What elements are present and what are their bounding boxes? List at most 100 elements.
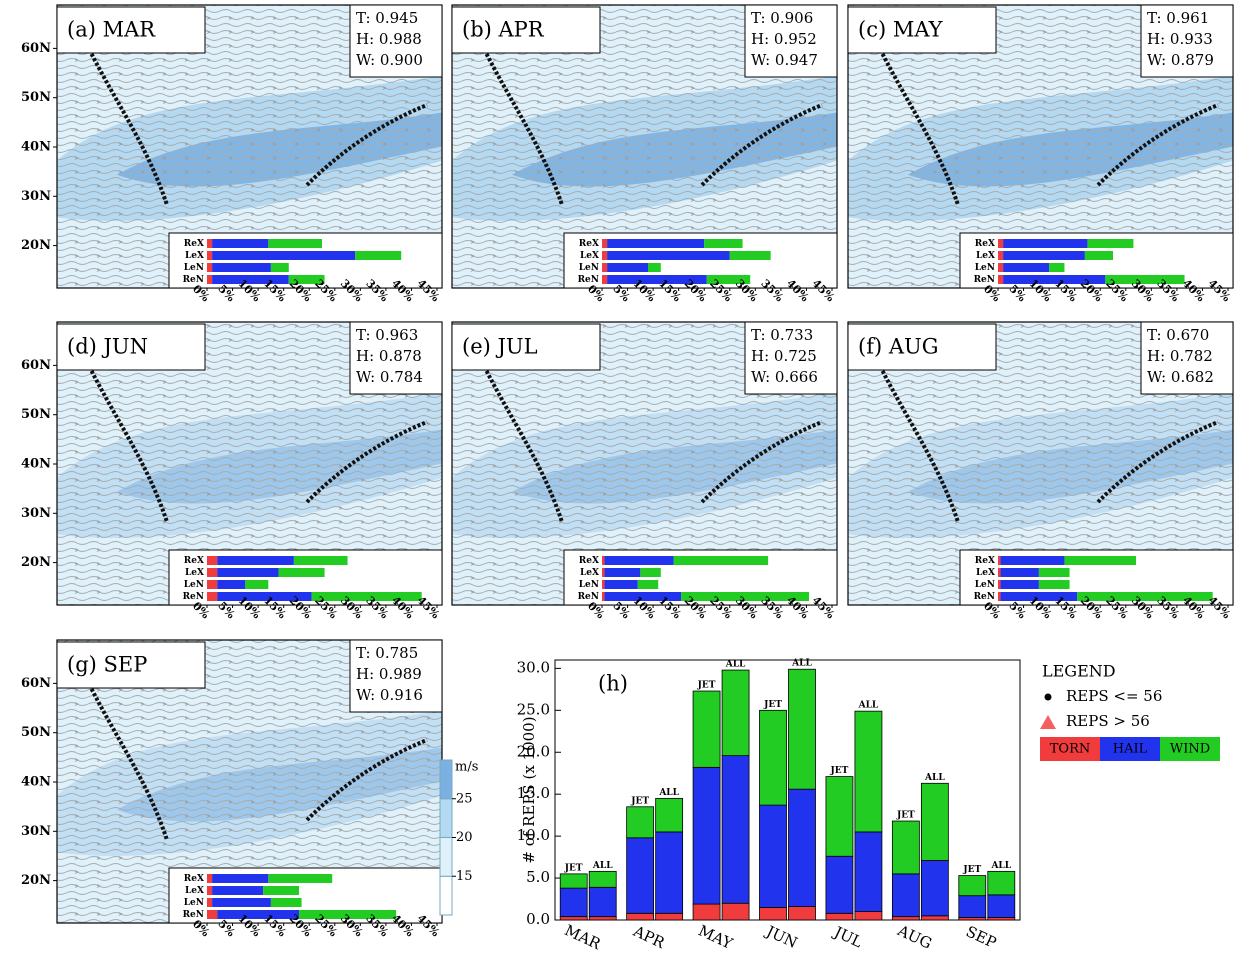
bar-segment [207,874,213,883]
stats-box [744,4,838,78]
bar-segment [692,766,721,905]
stat-text: H: 0.988 [356,30,422,48]
coastline [85,44,428,206]
bar-segment [640,568,661,577]
bar-segment [987,870,1016,896]
lat-label: 50N [21,407,51,422]
stack-label: ALL [858,701,879,711]
bar-segment [825,912,854,921]
stats-box [744,321,838,395]
title-box [847,6,997,54]
bar-segment [604,580,638,589]
category-label: ReN [578,592,599,602]
bar-segment [207,580,218,589]
bar-segment [212,874,269,883]
category-label: ReX [579,239,599,249]
colorbar-cell [439,759,453,800]
stats-box [349,4,443,78]
x-tick-label: MAR [562,921,604,953]
category-label: LeN [975,580,995,590]
bar-segment [207,275,213,284]
panel-title: (b) APR [462,18,545,42]
category-label: LeN [579,263,599,273]
x-tick-label: JUL [830,922,865,951]
bar-segment [212,898,271,907]
panel-title: (g) SEP [67,653,147,677]
category-label: ReX [579,556,599,566]
coastline [85,361,428,523]
bar-segment [704,239,743,248]
bar-segment [604,556,674,565]
category-label: ReX [975,239,995,249]
stat-text: H: 0.725 [751,347,817,365]
bar-segment [673,556,769,565]
bar-segment [958,875,987,897]
stat-text: T: 0.733 [751,326,813,344]
y-tick-label: 5.0 [526,868,550,886]
y-tick-label: 0.0 [526,910,550,928]
bar-segment [1000,556,1065,565]
legend-entry: REPS > 56 [1066,712,1150,730]
bar-segment [588,886,617,918]
coastline [876,361,1219,523]
bar-segment [626,837,655,914]
bar-segment [788,668,816,790]
bar-segment [655,912,684,921]
category-label: ReN [578,275,599,285]
y-tick-label: 30.0 [517,658,550,676]
bar-segment [212,263,271,272]
bar-segment [588,916,617,921]
bar-segment [891,916,920,921]
bar-segment [207,592,218,601]
category-label: ReN [183,910,204,920]
stack-label: ALL [725,660,746,670]
bar-segment [655,797,684,833]
coastline [480,361,823,523]
bar-segment [891,873,920,918]
panel-title: (h) [598,672,628,696]
bar-segment [998,251,1004,260]
lat-label: 50N [21,725,51,740]
bar-segment [270,263,289,272]
stat-text: H: 0.933 [1147,30,1213,48]
bar-segment [825,776,854,857]
legend-series: HAIL [1113,742,1148,757]
x-tick-label: MAY [696,921,737,953]
category-label: LeX [976,568,995,578]
title-box [56,6,206,54]
title-box [451,323,601,371]
stat-text: W: 0.666 [751,368,818,386]
category-label: ReN [974,592,995,602]
bar-segment [299,910,397,919]
bar-segment [729,251,771,260]
stats-box [349,321,443,395]
x-tick-label: AUG [894,921,935,953]
bar-segment [920,915,949,921]
stat-text: H: 0.878 [356,347,422,365]
category-label: LeN [184,580,204,590]
lat-label: 60N [21,676,51,691]
bar-segment [212,886,264,895]
stat-text: T: 0.945 [356,9,418,27]
category-label: LeN [579,580,599,590]
bar-segment [207,910,218,919]
bar-segment [604,592,682,601]
bar-segment [559,887,588,918]
lat-label: 50N [21,90,51,105]
panel-title: (f) AUG [858,335,938,359]
lat-label: 20N [21,555,51,570]
bar-segment [721,669,750,757]
lat-label: 30N [21,189,51,204]
bar-segment [602,580,605,589]
bar-segment [207,263,213,272]
stat-text: T: 0.670 [1147,326,1209,344]
bar-segment [788,788,816,907]
bar-segment [217,568,279,577]
category-label: ReX [184,556,204,566]
colorbar-cell [439,798,453,838]
stack-label: JET [962,865,981,875]
bar-segment [602,556,605,565]
stack-label: JET [630,796,649,806]
bar-segment [759,709,787,806]
y-tick-label: 15.0 [517,784,550,802]
